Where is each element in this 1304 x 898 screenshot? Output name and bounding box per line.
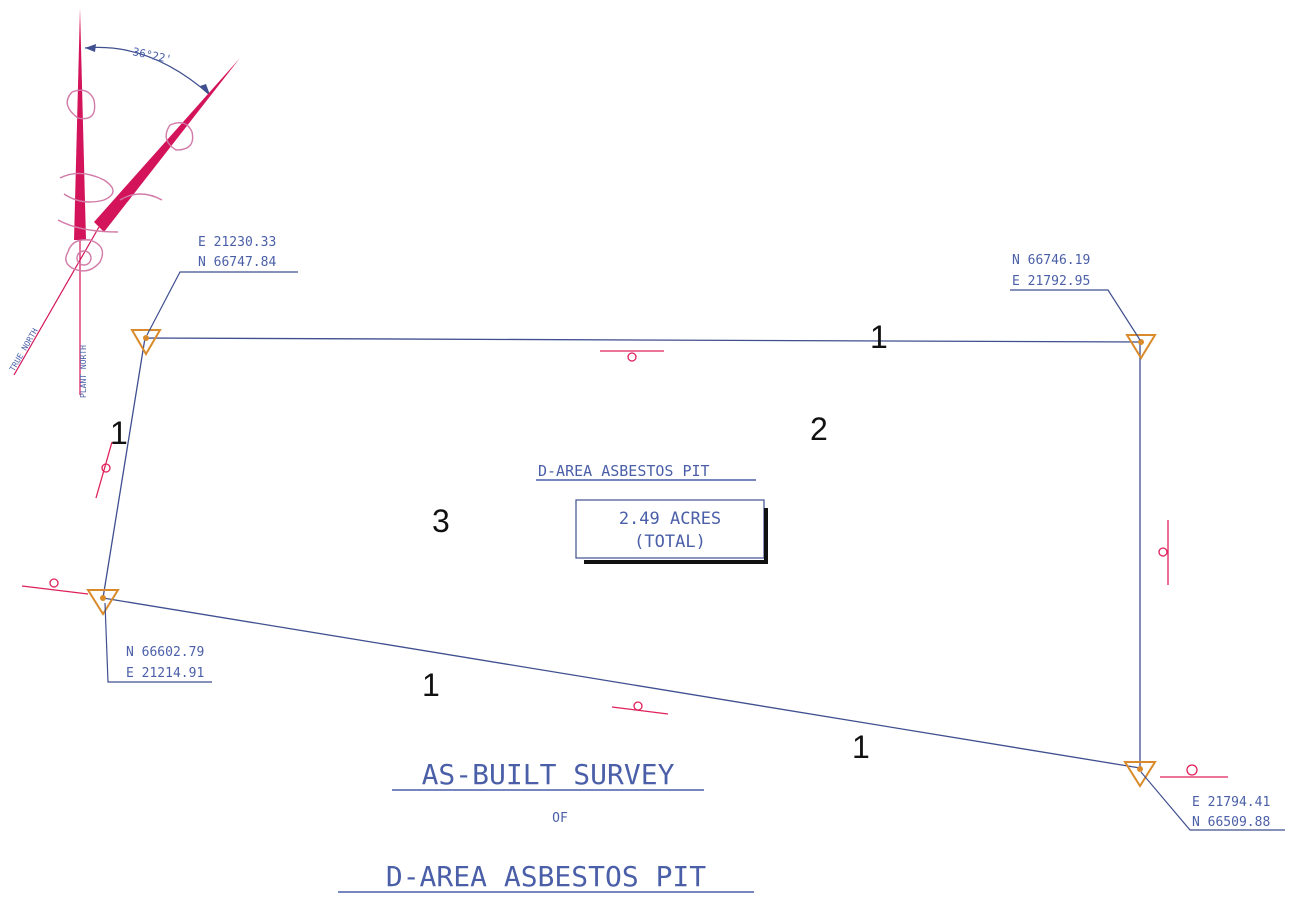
callout-interior-2: 2 [810, 411, 828, 447]
callouts: 1 1 1 1 2 3 [110, 319, 888, 765]
ne-monument-icon [1125, 334, 1157, 360]
site-boundary [102, 337, 1141, 769]
title-line-2: OF [552, 811, 568, 826]
nw-coord-east: E 21230.33 [198, 235, 276, 250]
true-north-arrow-icon [94, 58, 240, 232]
leader-lines [104, 271, 1285, 831]
se-monument-icon [1123, 761, 1157, 788]
north-arrow: 36°22' TRUE NORTH PLANT NORTH [8, 8, 240, 398]
nw-corner-coords: E 21230.33 N 66747.84 [198, 235, 276, 270]
sw-coord-east: E 21214.91 [126, 666, 204, 681]
ne-coord-east: E 21792.95 [1012, 274, 1090, 289]
se-corner-marker [1160, 764, 1228, 778]
se-coord-north: N 66509.88 [1192, 815, 1270, 830]
title-line-1: AS-BUILT SURVEY [422, 758, 675, 791]
se-corner-coords: E 21794.41 N 66509.88 [1192, 795, 1270, 830]
boundary-markers [21, 350, 1228, 778]
true-north-label: TRUE NORTH [8, 327, 40, 373]
north-line-marker [600, 350, 664, 362]
ne-coord-north: N 66746.19 [1012, 253, 1090, 268]
callout-interior-3: 3 [432, 503, 450, 539]
corner-monuments [86, 329, 1157, 788]
nw-monument-icon [130, 329, 162, 356]
acreage-value: 2.49 ACRES [619, 509, 721, 529]
sw-coord-north: N 66602.79 [126, 645, 204, 660]
callout-west-edge: 1 [110, 415, 128, 451]
callout-north-edge: 1 [870, 319, 888, 355]
acreage-box: 2.49 ACRES (TOTAL) [575, 499, 768, 564]
plant-north-arrow-icon [74, 8, 86, 240]
acreage-note: (TOTAL) [634, 532, 706, 552]
plant-north-label: PLANT NORTH [79, 345, 88, 398]
nw-coord-north: N 66747.84 [198, 255, 276, 270]
south-line-marker [611, 701, 669, 715]
se-coord-east: E 21794.41 [1192, 795, 1270, 810]
title-block: AS-BUILT SURVEY OF D-AREA ASBESTOS PIT [338, 758, 754, 893]
title-line-3: D-AREA ASBESTOS PIT [386, 860, 706, 893]
east-line-marker [1158, 520, 1169, 585]
callout-south-edge-a: 1 [422, 667, 440, 703]
sw-corner-coords: N 66602.79 E 21214.91 [126, 645, 204, 681]
west-line-marker [95, 441, 113, 499]
sw-corner-marker [21, 578, 89, 595]
north-angle-label: 36°22' [131, 45, 173, 66]
sw-monument-icon [86, 589, 120, 616]
callout-south-edge-b: 1 [852, 729, 870, 765]
area-label: D-AREA ASBESTOS PIT [538, 462, 710, 480]
ne-corner-coords: N 66746.19 E 21792.95 [1012, 253, 1090, 289]
compass-ornament-icon [57, 89, 194, 272]
